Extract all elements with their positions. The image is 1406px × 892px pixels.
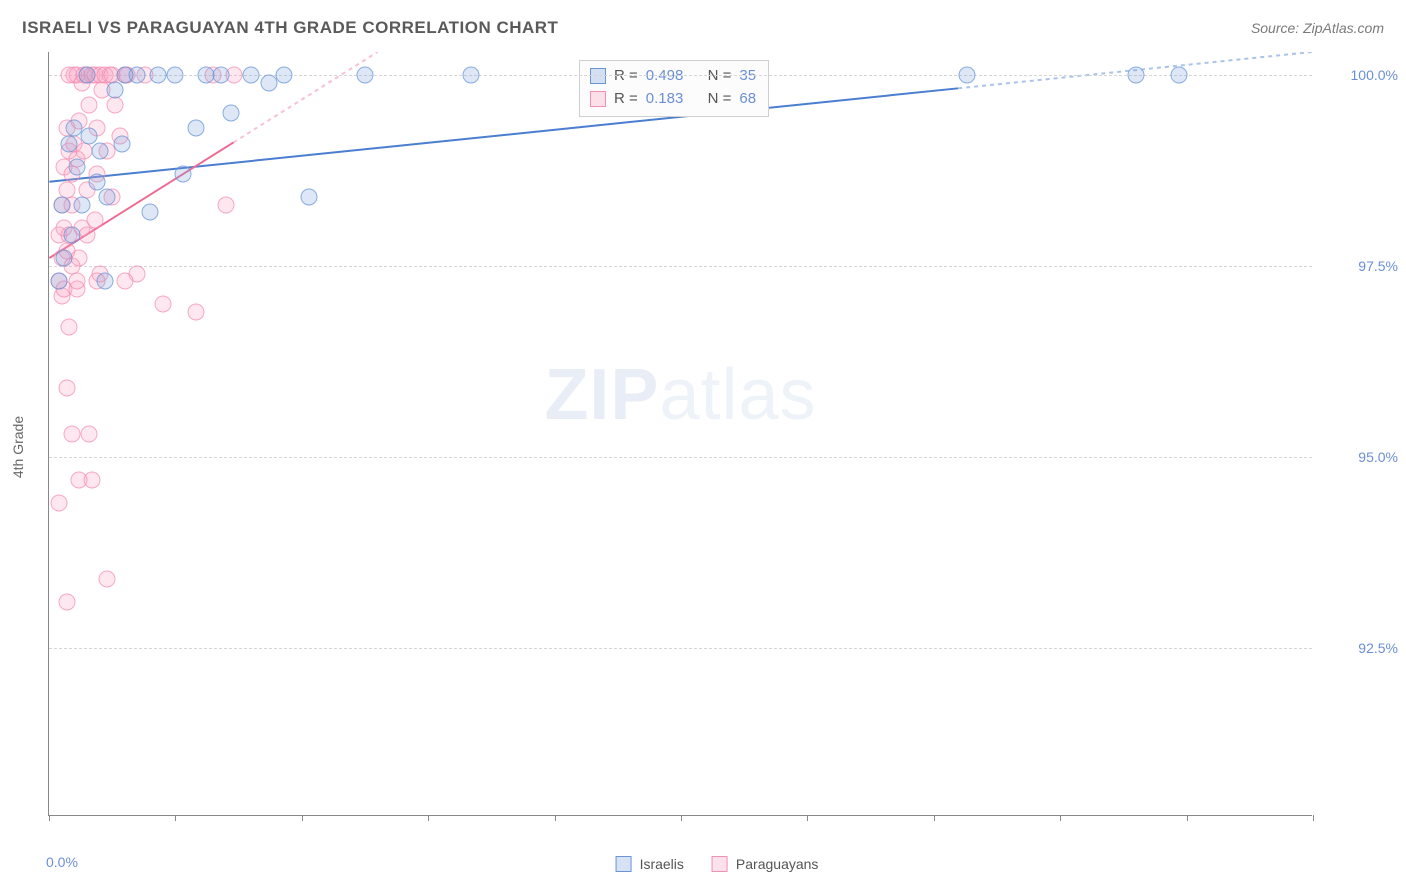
data-point [81,97,98,114]
data-point [223,105,240,122]
data-point [53,196,70,213]
r-label: R = [614,88,638,111]
x-tick [1313,815,1314,821]
data-point [51,494,68,511]
data-point [149,66,166,83]
n-label: N = [708,88,732,111]
swatch-icon [616,856,632,872]
plot-region: ZIPatlas R =0.498 N =35R =0.183 N =68 92… [48,52,1312,816]
r-value: 0.498 [646,65,684,88]
data-point [86,212,103,229]
x-tick [1187,815,1188,821]
x-tick [807,815,808,821]
x-tick [555,815,556,821]
y-tick-label: 97.5% [1326,258,1398,274]
data-point [187,120,204,137]
data-point [71,471,88,488]
gridline [49,648,1312,649]
data-point [56,250,73,267]
x-tick [681,815,682,821]
data-point [91,143,108,160]
x-axis-min: 0.0% [46,854,78,870]
data-point [68,273,85,290]
data-point [167,66,184,83]
chart-area: 4th Grade ZIPatlas R =0.498 N =35R =0.18… [48,52,1386,842]
gridline [49,266,1312,267]
x-tick [1060,815,1061,821]
data-point [81,426,98,443]
legend-item: Israelis [616,856,684,872]
data-point [106,82,123,99]
swatch-icon [590,91,606,107]
stats-legend: R = 0.498 N = 35 R = 0.183 N = 68 [579,60,769,117]
data-point [78,66,95,83]
data-point [99,571,116,588]
data-point [106,97,123,114]
x-tick [934,815,935,821]
gridline [49,457,1312,458]
data-point [174,166,191,183]
data-point [276,66,293,83]
y-tick-label: 92.5% [1326,640,1398,656]
legend-label: Paraguayans [736,856,819,872]
data-point [58,380,75,397]
data-point [463,66,480,83]
swatch-icon [712,856,728,872]
data-point [58,594,75,611]
data-point [71,250,88,267]
trend-lines [49,52,1312,815]
y-tick-label: 95.0% [1326,449,1398,465]
data-point [154,296,171,313]
data-point [61,135,78,152]
x-tick [302,815,303,821]
data-point [73,196,90,213]
chart-title: ISRAELI VS PARAGUAYAN 4TH GRADE CORRELAT… [22,18,558,38]
data-point [958,66,975,83]
data-point [63,426,80,443]
r-label: R = [614,65,638,88]
stats-row: R = 0.183 N = 68 [590,88,756,111]
x-tick [175,815,176,821]
data-point [243,66,260,83]
data-point [89,173,106,190]
x-tick [428,815,429,821]
data-point [68,158,85,175]
data-point [63,227,80,244]
y-axis-label: 4th Grade [10,416,26,478]
data-point [187,303,204,320]
r-value: 0.183 [646,88,684,111]
y-tick-label: 100.0% [1326,67,1398,83]
data-point [99,189,116,206]
data-point [212,66,229,83]
data-point [78,227,95,244]
data-point [114,135,131,152]
data-point [81,128,98,145]
n-label: N = [708,65,732,88]
data-point [1128,66,1145,83]
data-point [217,196,234,213]
x-tick [49,815,50,821]
stats-row: R = 0.498 N = 35 [590,65,756,88]
series-legend: Israelis Paraguayans [616,856,819,872]
data-point [357,66,374,83]
data-point [96,273,113,290]
data-point [1171,66,1188,83]
chart-source: Source: ZipAtlas.com [1251,20,1384,36]
data-point [51,273,68,290]
legend-label: Israelis [640,856,684,872]
data-point [129,66,146,83]
legend-item: Paraguayans [712,856,819,872]
n-value: 68 [739,88,756,111]
data-point [61,319,78,336]
data-point [116,273,133,290]
swatch-icon [590,68,606,84]
data-point [142,204,159,221]
watermark: ZIPatlas [544,354,816,436]
n-value: 35 [739,65,756,88]
data-point [301,189,318,206]
